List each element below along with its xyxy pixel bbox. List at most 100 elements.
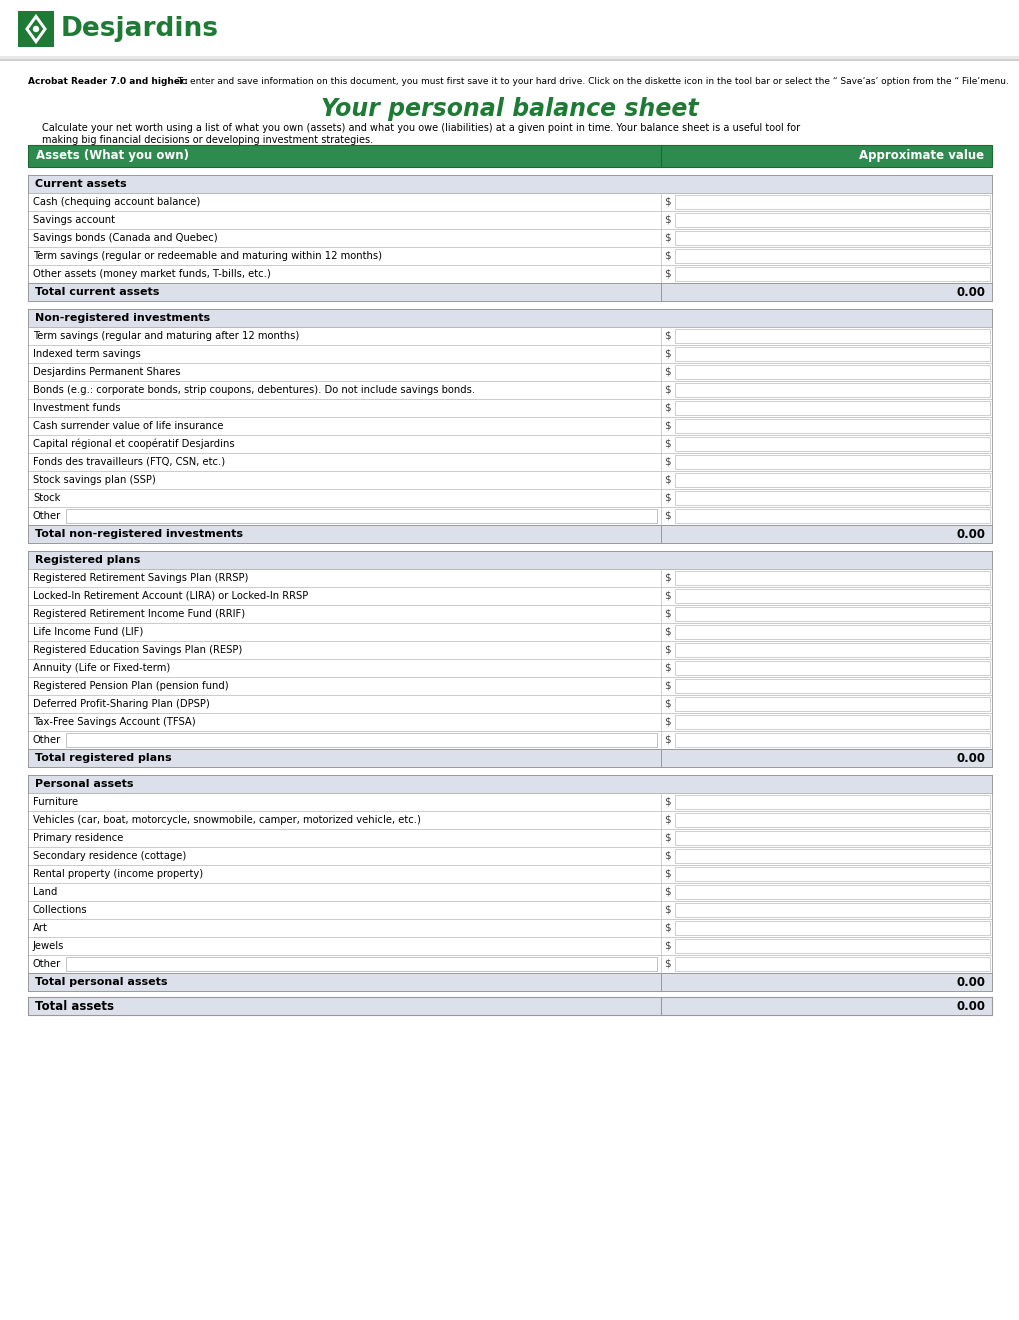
Text: 0.00: 0.00 (956, 285, 985, 298)
Text: Indexed term savings: Indexed term savings (33, 348, 141, 359)
Bar (28, 587, 991, 605)
Bar (28, 919, 991, 937)
Text: Vehicles (car, boat, motorcycle, snowmobile, camper, motorized vehicle, etc.): Vehicles (car, boat, motorcycle, snowmob… (33, 814, 421, 825)
Bar (675, 572, 989, 585)
Text: Deferred Profit-Sharing Plan (DPSP): Deferred Profit-Sharing Plan (DPSP) (33, 700, 210, 709)
Bar (675, 455, 989, 469)
Text: Jewels: Jewels (33, 941, 64, 950)
Bar (28, 145, 991, 168)
Text: Furniture: Furniture (33, 797, 78, 807)
Bar (28, 902, 991, 919)
Text: 0.00: 0.00 (956, 999, 985, 1012)
Text: Rental property (income property): Rental property (income property) (33, 869, 203, 879)
Text: Registered Pension Plan (pension fund): Registered Pension Plan (pension fund) (33, 681, 228, 690)
Text: Other assets (money market funds, T-bills, etc.): Other assets (money market funds, T-bill… (33, 269, 270, 279)
Text: Registered Education Savings Plan (RESP): Registered Education Savings Plan (RESP) (33, 645, 243, 655)
Text: Other: Other (33, 735, 61, 744)
Bar (675, 607, 989, 620)
Text: $: $ (663, 960, 671, 969)
Text: Cash (chequing account balance): Cash (chequing account balance) (33, 197, 200, 207)
Bar (28, 507, 991, 525)
Text: Other: Other (33, 960, 61, 969)
Bar (675, 437, 989, 451)
Text: $: $ (663, 851, 671, 861)
Bar (28, 569, 991, 587)
Bar (28, 973, 991, 991)
Bar (28, 381, 991, 399)
Bar (28, 176, 991, 193)
Text: $: $ (663, 385, 671, 395)
Bar (0, 59, 1019, 61)
Text: Secondary residence (cottage): Secondary residence (cottage) (33, 851, 186, 861)
Bar (675, 231, 989, 246)
Bar (66, 510, 656, 523)
Bar (675, 329, 989, 343)
Bar (675, 832, 989, 845)
Bar (675, 643, 989, 657)
Bar (675, 813, 989, 828)
Bar (28, 309, 991, 327)
Polygon shape (29, 18, 43, 40)
Bar (675, 849, 989, 863)
Text: $: $ (663, 645, 671, 655)
Text: $: $ (663, 251, 671, 261)
Bar (28, 731, 991, 748)
Bar (675, 267, 989, 281)
Bar (28, 847, 991, 865)
Polygon shape (25, 15, 47, 44)
Text: $: $ (663, 833, 671, 843)
Bar (675, 903, 989, 917)
Bar (675, 491, 989, 506)
Text: $: $ (663, 627, 671, 638)
Bar (675, 213, 989, 227)
Bar (28, 793, 991, 810)
Bar (675, 715, 989, 729)
Bar (28, 954, 991, 973)
Text: $: $ (663, 717, 671, 727)
Circle shape (33, 26, 39, 32)
Bar (28, 605, 991, 623)
Bar (675, 383, 989, 397)
Bar (28, 865, 991, 883)
Bar (675, 510, 989, 523)
Text: $: $ (663, 735, 671, 744)
Text: $: $ (663, 331, 671, 341)
Bar (28, 211, 991, 228)
Text: $: $ (663, 681, 671, 690)
Bar (28, 345, 991, 363)
Bar (28, 145, 991, 168)
Bar (28, 327, 991, 345)
Text: making big financial decisions or developing investment strategies.: making big financial decisions or develo… (42, 135, 373, 145)
Text: $: $ (663, 663, 671, 673)
Text: Primary residence: Primary residence (33, 833, 123, 843)
Text: Total current assets: Total current assets (35, 286, 159, 297)
Bar (675, 733, 989, 747)
Text: 0.00: 0.00 (956, 751, 985, 764)
Text: $: $ (663, 475, 671, 484)
Text: Art: Art (33, 923, 48, 933)
Bar (675, 661, 989, 675)
Text: Savings bonds (Canada and Quebec): Savings bonds (Canada and Quebec) (33, 234, 217, 243)
Bar (675, 418, 989, 433)
Text: Stock: Stock (33, 492, 60, 503)
Text: $: $ (663, 906, 671, 915)
Text: $: $ (663, 440, 671, 449)
Text: $: $ (663, 492, 671, 503)
Bar (675, 867, 989, 880)
Bar (28, 471, 991, 488)
Text: Registered Retirement Savings Plan (RRSP): Registered Retirement Savings Plan (RRSP… (33, 573, 249, 583)
Text: Current assets: Current assets (35, 180, 126, 189)
Text: Approximate value: Approximate value (858, 149, 983, 162)
Bar (28, 937, 991, 954)
Bar (675, 473, 989, 487)
Text: $: $ (663, 700, 671, 709)
Bar (28, 265, 991, 282)
Text: Collections: Collections (33, 906, 88, 915)
Bar (0, 0, 1019, 55)
Text: $: $ (663, 197, 671, 207)
Bar (18, 11, 54, 48)
Bar (28, 282, 991, 301)
Text: Investment funds: Investment funds (33, 403, 120, 413)
Text: $: $ (663, 797, 671, 807)
Text: $: $ (663, 869, 671, 879)
